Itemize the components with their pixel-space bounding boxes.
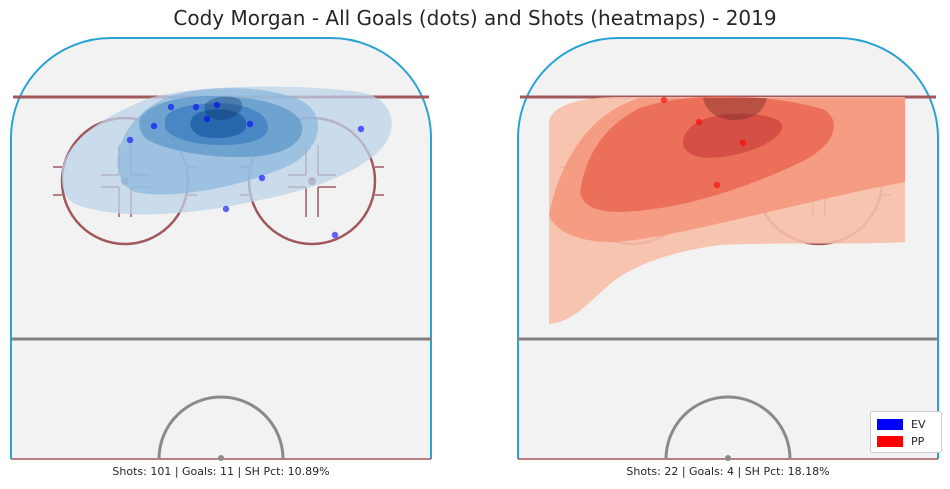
chart-title: Cody Morgan - All Goals (dots) and Shots… — [173, 6, 777, 30]
ev-goal-dot-7 — [357, 125, 365, 133]
ev-goal-dot-10 — [331, 231, 339, 239]
caption-ev: Shots: 101 | Goals: 11 | SH Pct: 10.89% — [112, 465, 330, 478]
ev-goal-dot-1 — [192, 103, 200, 111]
ev-goal-dot-2 — [213, 101, 221, 109]
goal-dots-ev — [126, 101, 365, 239]
heat-contour-ev-5 — [190, 109, 247, 139]
ev-goal-dot-8 — [258, 174, 266, 182]
rink-boards — [10, 37, 432, 459]
legend-swatch-pp — [877, 435, 903, 447]
legend-label-ev: EV — [911, 417, 926, 431]
heat-contour-pp-4 — [682, 113, 783, 158]
rink-boards — [517, 37, 939, 459]
pp-goal-dot-1 — [695, 118, 703, 126]
pp-goal-dot-0 — [660, 96, 668, 104]
center-circle — [157, 395, 285, 460]
legend-entry-ev: EV — [877, 417, 925, 431]
center-circle — [664, 395, 792, 460]
legend-swatch-ev — [877, 418, 903, 430]
legend-entry-pp: PP — [877, 434, 924, 448]
legend-label-pp: PP — [911, 434, 925, 448]
caption-pp: Shots: 22 | Goals: 4 | SH Pct: 18.18% — [626, 465, 830, 478]
heat-contour-pp-5 — [703, 98, 767, 120]
ev-goal-dot-0 — [167, 103, 175, 111]
heatmap-ev — [61, 86, 392, 215]
ev-goal-dot-6 — [126, 136, 134, 144]
legend: EV PP — [870, 411, 942, 453]
pp-goal-dot-3 — [713, 181, 721, 189]
ev-goal-dot-3 — [203, 115, 211, 123]
ev-goal-dot-9 — [222, 205, 230, 213]
ev-goal-dot-5 — [150, 122, 158, 130]
center-dot — [218, 455, 224, 461]
goal-dots-pp — [660, 96, 747, 189]
heat-contour-ev-6 — [204, 96, 242, 120]
center-dot — [725, 455, 731, 461]
heatmap-pp — [549, 96, 905, 324]
pp-goal-dot-2 — [739, 139, 747, 147]
ev-goal-dot-4 — [246, 120, 254, 128]
